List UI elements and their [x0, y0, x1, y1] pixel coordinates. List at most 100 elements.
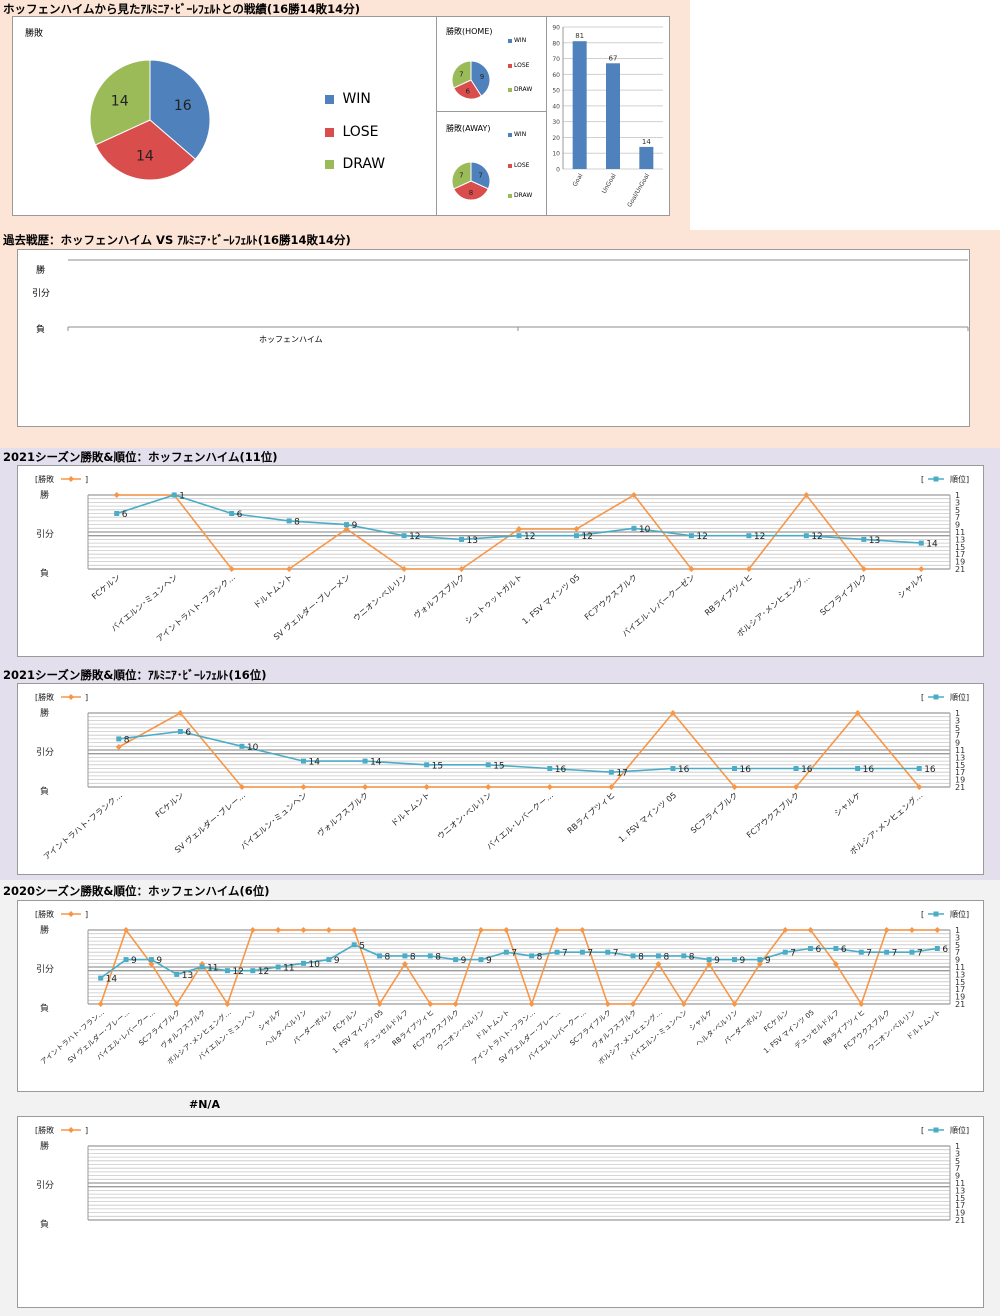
rank-legend-marker — [933, 476, 939, 482]
rank-point — [732, 766, 737, 771]
bar-x-tick-label: Goal/UnGoal — [626, 172, 651, 208]
season-2020-hoffenheim-panel: [勝敗][順位] 勝引分負 1 3 5 7 9 11 13 15 17 19 21 14 9 9 13 11 12 1… — [17, 900, 984, 1092]
pie-data-label: 7 — [459, 171, 463, 179]
rank-tick-label: 1 — [955, 926, 960, 935]
result-point — [325, 927, 332, 933]
pie-slice-draw — [89, 59, 151, 146]
bar-y-tick-label: 90 — [552, 25, 560, 32]
result-legend-marker — [68, 1127, 74, 1133]
rank-data-label: 15 — [493, 761, 504, 771]
rank-point — [855, 766, 861, 771]
result-point — [123, 927, 130, 933]
rank-tick-label: 1 — [955, 1142, 960, 1151]
result-point — [803, 492, 810, 498]
rank-point — [177, 729, 183, 734]
legend-draw-label: DRAW — [514, 86, 533, 93]
result-legend-marker — [68, 476, 74, 482]
result-legend-close: ] — [85, 910, 88, 919]
rank-point — [934, 946, 940, 951]
rank-data-label: 5 — [359, 941, 365, 951]
rank-data-label: 12 — [811, 532, 822, 542]
x-tick-label: ヴォルフスブルク — [411, 572, 466, 621]
pie-data-label: 7 — [459, 70, 463, 78]
legend-win-label: WIN — [342, 91, 371, 107]
rank-point — [98, 975, 104, 981]
result-point — [745, 566, 752, 572]
lose-swatch — [508, 63, 512, 68]
rank-tick-label: 15 — [955, 761, 965, 770]
rank-legend-label: 順位] — [950, 909, 969, 919]
legend-draw-label: DRAW — [342, 156, 386, 172]
rank-data-label: 8 — [385, 952, 391, 962]
x-tick-label: ヘルタ･ベルリン — [263, 1008, 309, 1049]
x-tick-label: ヴォルフスブルク — [590, 1008, 639, 1051]
rank-data-label: 7 — [866, 949, 872, 959]
section5-title: 2020シーズン勝敗&順位：ホッフェンハイム(6位) — [3, 884, 270, 898]
rank-data-label: 16 — [740, 765, 752, 775]
rank-data-label: 6 — [942, 945, 948, 955]
main-pie-label: 勝敗 — [25, 29, 44, 39]
rank-point — [362, 758, 368, 764]
rank-data-label: 9 — [714, 956, 720, 966]
rank-point — [861, 536, 867, 542]
rank-data-label: 13 — [467, 536, 478, 546]
result-point — [655, 961, 662, 967]
result-point — [401, 566, 408, 572]
rank-data-label: 11 — [283, 964, 294, 974]
y-label-lose: 負 — [40, 1218, 49, 1230]
rank-data-label: 16 — [678, 765, 690, 775]
blank-area — [690, 0, 1000, 230]
home-legend-lose: LOSE — [508, 62, 529, 69]
goal-bar-panel: 0 10 20 30 40 50 60 70 80 90 81 Goal 67 UnGoal 14 Goal/… — [546, 16, 670, 216]
x-tick-label: 1. FSV マインツ 05 — [617, 791, 678, 844]
rank-data-label: 9 — [765, 956, 771, 966]
result-point — [401, 961, 408, 967]
y-label-lose: 負 — [40, 567, 49, 579]
rank-point — [529, 953, 535, 959]
result-point — [918, 566, 925, 572]
x-tick-label: ドルトムント — [389, 791, 432, 829]
rank-data-label: 8 — [638, 952, 644, 962]
rank-point — [688, 533, 694, 539]
away-legend-win: WIN — [508, 131, 526, 138]
result-point — [351, 927, 358, 933]
rank-point — [803, 533, 809, 539]
rank-point — [670, 766, 676, 771]
rank-tick-label: 19 — [955, 1209, 965, 1218]
x-tick-label: RBライプツィヒ — [566, 791, 617, 836]
pie-data-label: 14 — [111, 93, 129, 109]
rank-point — [301, 960, 306, 966]
x-tick-label: FCアウクスブルク — [582, 572, 639, 622]
bar-data-label: 81 — [575, 32, 584, 40]
result-legend-close: ] — [85, 693, 88, 702]
history-y-win: 勝 — [36, 266, 46, 276]
result-legend-marker — [68, 694, 74, 700]
rank-legend-marker — [933, 694, 939, 700]
rank-tick-label: 13 — [955, 1186, 965, 1195]
x-tick-label: バイエル･レバークー… — [485, 791, 555, 852]
result-point — [286, 566, 293, 572]
bar-data-label: 14 — [642, 138, 651, 146]
result-point — [908, 927, 915, 933]
section3-title: 2021シーズン勝敗&順位：ホッフェンハイム(11位) — [3, 450, 278, 464]
rank-point — [459, 536, 465, 542]
rank-point — [782, 949, 788, 955]
result-point — [934, 927, 941, 933]
section6-title: #N/A — [189, 1098, 220, 1111]
rank-tick-label: 11 — [955, 1179, 965, 1188]
x-tick-label: FCアウクスブルク — [744, 790, 801, 840]
rank-point — [402, 953, 408, 959]
rank-data-label: 7 — [917, 949, 923, 959]
rank-point — [301, 758, 306, 764]
rank-data-label: 14 — [106, 975, 118, 985]
rank-point — [478, 957, 484, 963]
result-point — [300, 784, 307, 790]
result-point — [680, 1001, 687, 1007]
legend-lose-label: LOSE — [342, 124, 379, 140]
x-tick-label: ヴォルフスブルク — [315, 790, 370, 839]
bar-y-tick-label: 0 — [556, 167, 560, 174]
result-point — [782, 927, 789, 933]
rank-data-label: 7 — [562, 949, 568, 959]
rank-point — [424, 762, 430, 768]
